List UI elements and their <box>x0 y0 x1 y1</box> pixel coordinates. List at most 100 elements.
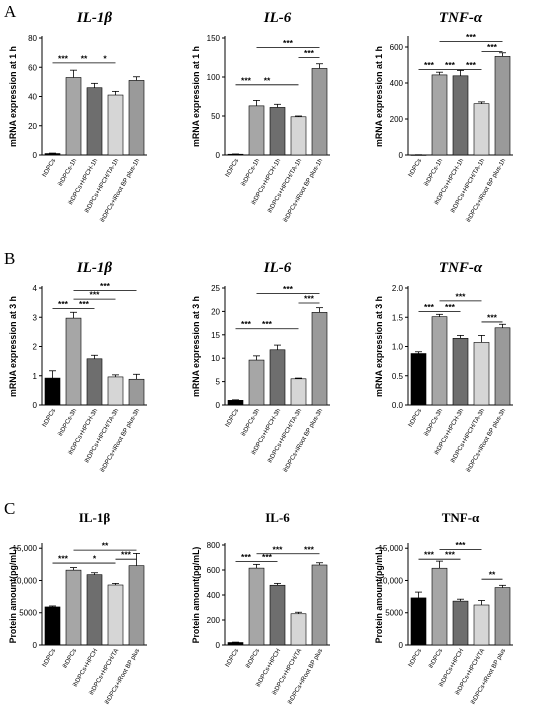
bar <box>248 567 265 646</box>
y-tick-label: 400 <box>207 591 221 600</box>
significance-label: *** <box>304 544 315 554</box>
significance-label: *** <box>283 38 294 48</box>
y-tick-label: 600 <box>207 566 221 575</box>
bar <box>494 56 511 156</box>
y-axis-label: mRNA expression at 1 h <box>8 46 18 147</box>
category-label: hDPCs <box>41 158 57 179</box>
significance-label: *** <box>262 319 273 329</box>
bar <box>452 338 469 406</box>
category-label: hDPCs <box>224 158 240 179</box>
chart-title: IL-1β <box>76 10 112 26</box>
significance-label: *** <box>273 544 284 554</box>
category-label: ihDPCs+iRoot BP plus-3h <box>282 407 324 473</box>
y-tick-label: 200 <box>207 616 221 625</box>
bar <box>227 642 244 646</box>
category-label: ihDPCs <box>427 648 444 670</box>
category-label: ihDPCs-3h <box>57 407 79 437</box>
y-axis-label: Protein amount(pg/mL) <box>191 547 201 644</box>
y-tick-label: 150 <box>207 34 221 43</box>
chart-title: IL-6 <box>265 510 290 525</box>
significance-label: *** <box>424 302 435 312</box>
bar <box>44 377 61 406</box>
y-tick-label: 0 <box>33 401 38 410</box>
bar <box>290 116 307 156</box>
y-tick-label: 0 <box>399 641 404 650</box>
bar <box>86 574 103 646</box>
bar <box>107 584 124 646</box>
bar <box>128 378 145 406</box>
y-tick-label: 0 <box>216 401 221 410</box>
significance-label: ** <box>264 75 271 85</box>
significance-label: *** <box>58 299 69 309</box>
bar <box>44 153 61 156</box>
y-tick-label: 0 <box>399 151 404 160</box>
y-tick-label: 25 <box>211 284 220 293</box>
y-tick-label: 60 <box>28 63 37 72</box>
y-tick-label: 3 <box>33 313 38 322</box>
bar <box>431 567 448 646</box>
chart-title: IL-6 <box>263 260 292 276</box>
category-label: hDPCs <box>407 648 423 669</box>
bar <box>128 80 145 156</box>
chart-6: TNF-α mRNA expression at 3 h 0.0 0.5 1.0 1.5 2… <box>374 260 513 474</box>
bar <box>269 584 286 646</box>
y-tick-label: 0 <box>216 641 221 650</box>
y-tick-label: 4 <box>33 284 38 293</box>
y-tick-label: 0.0 <box>392 401 404 410</box>
bar <box>107 376 124 406</box>
y-tick-label: 10,000 <box>379 576 404 585</box>
category-label: ihDPCs+iRoot BP plus-3h <box>465 407 507 473</box>
significance-label: *** <box>262 552 273 562</box>
chart-title: IL-1β <box>76 260 112 276</box>
y-tick-label: 40 <box>28 93 37 102</box>
significance-label: ** <box>489 570 496 580</box>
chart-title: TNF-α <box>439 10 483 26</box>
significance-label: *** <box>58 53 69 63</box>
bar <box>494 327 511 406</box>
bar <box>473 342 490 406</box>
y-tick-label: 10 <box>211 354 220 363</box>
significance-label: *** <box>90 290 101 300</box>
category-label: hDPCs <box>407 408 423 429</box>
bar <box>248 359 265 406</box>
significance-label: *** <box>121 550 132 560</box>
bar <box>431 74 448 156</box>
y-tick-label: 0.5 <box>392 372 404 381</box>
significance-label: *** <box>487 312 498 322</box>
significance-label: *** <box>424 60 435 70</box>
y-axis-label: mRNA expression at 3 h <box>191 296 201 397</box>
significance-label: *** <box>466 32 477 42</box>
significance-label: * <box>93 554 97 564</box>
bar <box>65 317 82 406</box>
y-axis-label: mRNA expression at 3 h <box>374 296 384 397</box>
chart-5: IL-6 mRNA expression at 3 h 0 5 10 15 20 25 hDPC… <box>191 260 330 474</box>
y-tick-label: 10,000 <box>13 576 38 585</box>
y-tick-label: 0 <box>33 641 38 650</box>
chart-title: TNF-α <box>439 260 483 276</box>
chart-title: IL-1β <box>79 510 111 525</box>
significance-label: *** <box>283 284 294 294</box>
bar <box>44 606 61 646</box>
bar <box>107 94 124 156</box>
bar <box>86 358 103 406</box>
category-label: hDPCs <box>41 408 57 429</box>
bar <box>311 312 328 406</box>
bar <box>311 68 328 156</box>
chart-3: TNF-α mRNA expression at 1 h 0 200 400 600 hDP… <box>374 10 513 224</box>
category-label: ihDPCs+iRoot BP plus-1h <box>99 157 141 223</box>
significance-label: *** <box>58 554 69 564</box>
significance-label: *** <box>304 293 315 303</box>
panel-label-c: C <box>4 499 15 518</box>
significance-label: *** <box>456 540 467 550</box>
significance-label: *** <box>466 60 477 70</box>
category-label: ihDPCs <box>61 648 78 670</box>
y-tick-label: 800 <box>207 541 221 550</box>
y-tick-label: 80 <box>28 34 37 43</box>
y-axis-label: mRNA expression at 1 h <box>191 46 201 147</box>
bar <box>473 604 490 646</box>
bar <box>410 353 427 406</box>
bar <box>128 565 145 646</box>
bar <box>227 400 244 406</box>
bar <box>269 107 286 156</box>
